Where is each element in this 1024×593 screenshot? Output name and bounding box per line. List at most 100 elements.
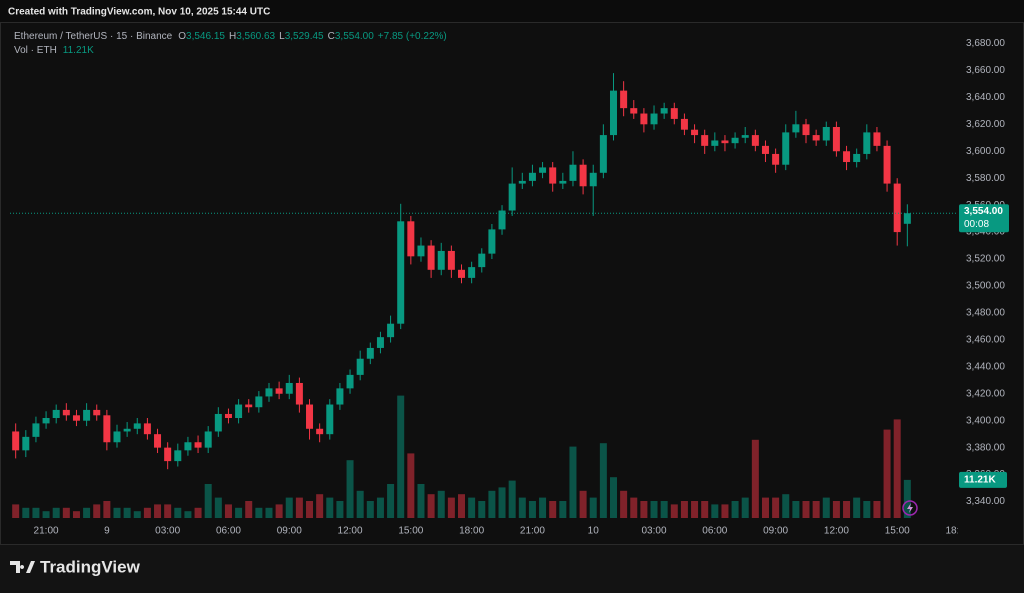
volume-bar: [660, 501, 668, 518]
volume-bar: [174, 507, 182, 518]
y-tick-label: 3,420.00: [966, 388, 1005, 399]
candle-body: [640, 113, 648, 125]
candle-body: [93, 409, 101, 416]
candle-body: [478, 253, 486, 268]
candle-body: [204, 431, 212, 448]
volume-bar: [802, 501, 810, 518]
candle-body: [508, 183, 516, 211]
banner-text: Created with TradingView.com, Nov 10, 20…: [8, 7, 270, 18]
volume-bar: [113, 507, 121, 518]
volume-bar: [103, 501, 111, 518]
volume-bar: [721, 504, 729, 518]
volume-bar: [498, 487, 506, 518]
candle-body: [336, 388, 344, 405]
volume-bar: [630, 497, 638, 518]
alert-icon[interactable]: [902, 500, 918, 516]
ohlc-key: H: [229, 31, 236, 42]
candle-body: [447, 250, 455, 270]
candle-body: [326, 404, 334, 435]
candle-body: [528, 172, 536, 181]
candle-body: [458, 269, 466, 278]
volume-bar: [620, 490, 628, 518]
candle-body: [468, 267, 476, 278]
y-tick-label: 3,640.00: [966, 92, 1005, 103]
logo: TradingView: [10, 557, 141, 576]
candle-body: [184, 442, 192, 451]
volume-bar: [761, 497, 769, 518]
candle-body: [620, 90, 628, 109]
candle-body: [863, 132, 871, 154]
volume-bar: [265, 507, 273, 518]
candle-body: [62, 409, 70, 416]
ohlc-value: 3,546.15: [186, 31, 225, 42]
volume-bar: [214, 497, 222, 518]
candle-body: [670, 108, 678, 119]
candle-body: [356, 358, 364, 375]
candle-body: [83, 409, 91, 421]
countdown: 00:08: [964, 219, 989, 230]
ohlc-key: L: [279, 31, 285, 42]
volume-bar: [204, 484, 212, 518]
volume-bar: [518, 497, 526, 518]
candle-body: [417, 245, 425, 257]
volume-bar: [691, 501, 699, 518]
volume-bar: [295, 497, 303, 518]
legend-header: Ethereum / TetherUS · 15 · Binance O3,546…: [14, 31, 447, 42]
volume-bar: [143, 507, 151, 518]
y-tick-label: 3,680.00: [966, 38, 1005, 49]
volume-bar: [387, 484, 395, 518]
candle-body: [133, 423, 141, 429]
candle-body: [893, 183, 901, 233]
volume-bar: [903, 479, 911, 518]
candle-body: [123, 428, 131, 432]
volume-bar: [32, 507, 40, 518]
volume-bar: [853, 497, 861, 518]
candle-body: [721, 140, 729, 144]
volume-bar: [792, 501, 800, 518]
volume-bar: [731, 501, 739, 518]
banner-bar: [0, 0, 1024, 22]
x-tick-label: 10: [588, 526, 600, 537]
volume-bar: [224, 504, 232, 518]
candle-body: [113, 431, 121, 443]
candle-body: [599, 135, 607, 173]
candle-body: [164, 447, 172, 462]
volume-bar: [488, 490, 496, 518]
volume-bar: [711, 504, 719, 518]
volume-box: [959, 471, 1007, 488]
candle-body: [589, 172, 597, 187]
x-tick-label: 06:00: [702, 526, 727, 537]
x-tick-label: 06:00: [216, 526, 241, 537]
volume-bar: [52, 507, 60, 518]
candle-body: [792, 124, 800, 133]
volume-bar: [376, 497, 384, 518]
volume-bar: [62, 507, 70, 518]
volume-bar: [164, 504, 172, 518]
volume-bar: [508, 480, 516, 518]
ohlc: O3,546.15 H3,560.63 L3,529.45 C3,554.00 +7.8…: [178, 31, 447, 42]
x-tick-label: 18:00: [459, 526, 484, 537]
volume-bar: [316, 494, 324, 518]
x-tick-label: 12:00: [824, 526, 849, 537]
change: +7.85 (+0.22%): [378, 31, 447, 42]
candle-body: [285, 382, 293, 394]
volume-bar: [569, 446, 577, 518]
volume-bar: [133, 511, 141, 518]
volume-bar: [397, 395, 405, 518]
y-tick-label: 3,500.00: [966, 281, 1005, 292]
candle-body: [832, 127, 840, 152]
candle-body: [680, 118, 688, 130]
last-price-label: 3,554.00: [964, 206, 1003, 217]
y-tick-label: 3,440.00: [966, 361, 1005, 372]
volume-axis-label: 11.21K: [964, 475, 996, 486]
ohlc-key: O: [178, 31, 186, 42]
candle-body: [549, 167, 557, 184]
volume-bar: [670, 504, 678, 518]
volume-bar: [468, 497, 476, 518]
candle-body: [366, 347, 374, 359]
volume-bar: [407, 453, 415, 518]
candle-body: [853, 153, 861, 163]
volume-legend: Vol · ETH 11.21K: [14, 45, 94, 56]
